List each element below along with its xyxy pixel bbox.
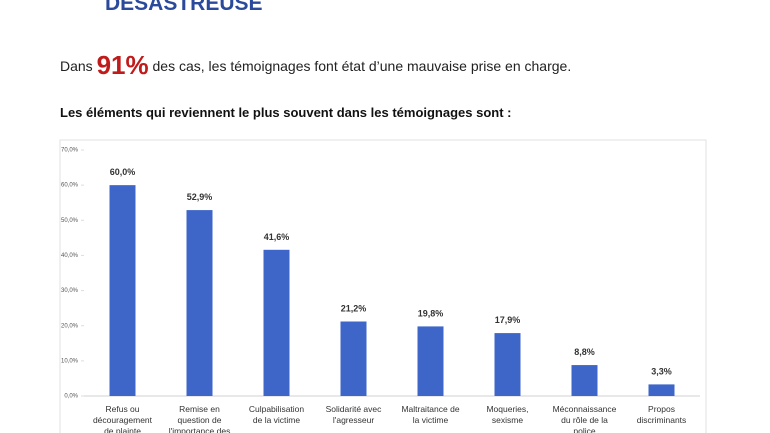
bar: [571, 365, 598, 396]
banner-title: DÉSASTREUSE: [105, 0, 263, 15]
bar: [186, 210, 213, 396]
x-tick-label: Méconnaissance: [553, 404, 617, 414]
bar: [648, 384, 675, 396]
x-tick-label: de la victime: [253, 415, 301, 425]
value-label: 60,0%: [110, 167, 136, 177]
x-tick-label: l'agresseur: [333, 415, 374, 425]
y-tick-label: 0,0%: [64, 394, 78, 400]
x-tick-label: du rôle de la: [561, 415, 608, 425]
lead-highlight: 91%: [96, 50, 149, 80]
x-tick-label: découragement: [93, 415, 153, 425]
x-tick-label: police: [573, 426, 595, 433]
y-tick-label: 50,0%: [61, 218, 79, 224]
y-tick-label: 20,0%: [61, 323, 79, 329]
lead-sentence: Dans 91% des cas, les témoignages font é…: [60, 50, 571, 81]
bar: [340, 321, 367, 396]
bar: [109, 185, 136, 396]
value-label: 21,2%: [341, 303, 367, 313]
value-label: 52,9%: [187, 192, 213, 202]
chart-frame: [59, 139, 707, 433]
y-tick-label: 40,0%: [61, 253, 79, 259]
value-label: 41,6%: [264, 232, 290, 242]
bar: [263, 249, 290, 396]
x-tick-label: discriminants: [637, 415, 687, 425]
x-tick-label: Maltraitance de: [401, 404, 459, 414]
y-tick-label: 70,0%: [61, 148, 79, 154]
x-tick-label: Refus ou: [105, 404, 139, 414]
y-tick-label: 60,0%: [61, 183, 79, 189]
x-tick-label: Culpabilisation: [249, 404, 305, 414]
lead-after: des cas, les témoignages font état d’une…: [152, 58, 572, 74]
y-tick-label: 10,0%: [61, 358, 79, 364]
bar: [417, 326, 444, 396]
value-label: 8,8%: [574, 347, 595, 357]
x-tick-label: question de: [178, 415, 222, 425]
value-label: 3,3%: [651, 366, 672, 376]
lead-before: Dans: [60, 58, 93, 74]
subtitle: Les éléments qui reviennent le plus souv…: [60, 105, 512, 120]
value-label: 17,9%: [495, 315, 521, 325]
x-tick-label: Propos: [648, 404, 675, 414]
x-tick-label: la victime: [413, 415, 449, 425]
x-tick-label: Remise en: [179, 404, 220, 414]
x-tick-label: Moqueries,: [486, 404, 528, 414]
x-tick-label: Solidarité avec: [326, 404, 383, 414]
bar: [494, 333, 521, 396]
y-tick-label: 30,0%: [61, 288, 79, 294]
value-label: 19,8%: [418, 308, 444, 318]
x-tick-label: sexisme: [492, 415, 523, 425]
x-tick-label: l'importance des: [169, 426, 231, 433]
x-tick-label: de plainte: [104, 426, 141, 433]
